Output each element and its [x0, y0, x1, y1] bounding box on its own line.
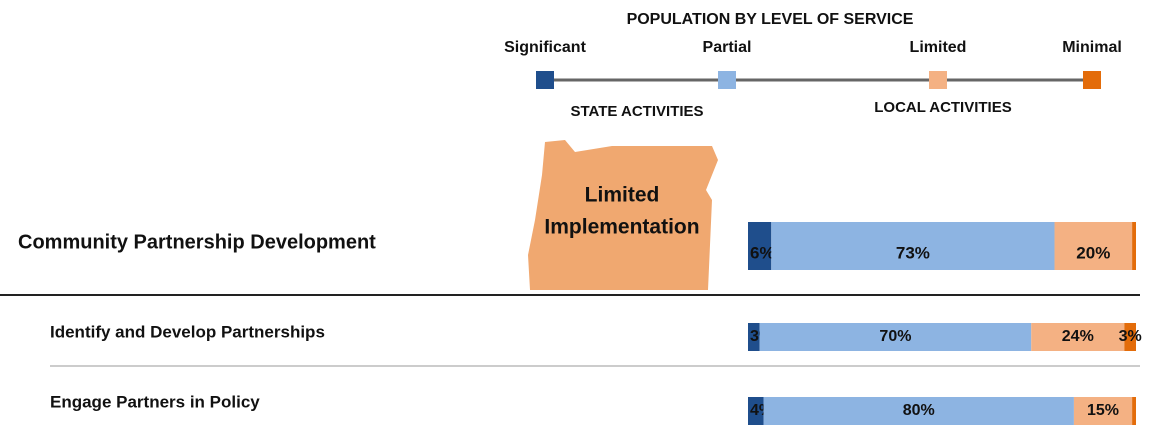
bar-segment	[748, 323, 760, 351]
bar-segment	[1132, 222, 1136, 270]
data-label: 70%	[879, 328, 911, 345]
bar-segment	[748, 222, 772, 270]
bar-segment	[771, 222, 1055, 270]
data-label: 15%	[1087, 402, 1119, 419]
bar-segment	[1132, 397, 1136, 425]
bar-segment	[1124, 323, 1136, 351]
legend-label: Minimal	[1062, 39, 1122, 56]
bar-segment	[759, 323, 1032, 351]
bar-segment	[1073, 397, 1133, 425]
bar-segment	[1031, 323, 1125, 351]
legend-label: Limited	[910, 39, 967, 56]
chart-title: POPULATION BY LEVEL OF SERVICE	[627, 11, 914, 28]
row-label: Engage Partners in Policy	[50, 392, 260, 411]
legend-swatch	[1083, 71, 1101, 89]
data-label: 24%	[1062, 328, 1094, 345]
legend-label: Significant	[504, 39, 586, 56]
legend-swatch	[718, 71, 736, 89]
legend-label: Partial	[703, 39, 752, 56]
annotation: Implementation	[544, 216, 699, 239]
bar-segment	[1054, 222, 1133, 270]
row-label: Identify and Develop Partnerships	[50, 322, 325, 341]
bar-segment	[763, 397, 1074, 425]
annotation: Limited	[585, 184, 660, 207]
data-label: 20%	[1076, 243, 1110, 262]
group-label: STATE ACTIVITIES	[570, 103, 703, 120]
oregon-shape	[528, 140, 718, 290]
data-label: 80%	[903, 402, 935, 419]
bar-segment	[748, 397, 764, 425]
legend-swatch	[929, 71, 947, 89]
data-label: 73%	[896, 243, 930, 262]
data-label: 3%	[1119, 328, 1142, 345]
group-label: LOCAL ACTIVITIES	[874, 99, 1012, 116]
data-label: 6%	[750, 243, 775, 262]
legend-swatch	[536, 71, 554, 89]
row-label: Community Partnership Development	[18, 231, 376, 253]
